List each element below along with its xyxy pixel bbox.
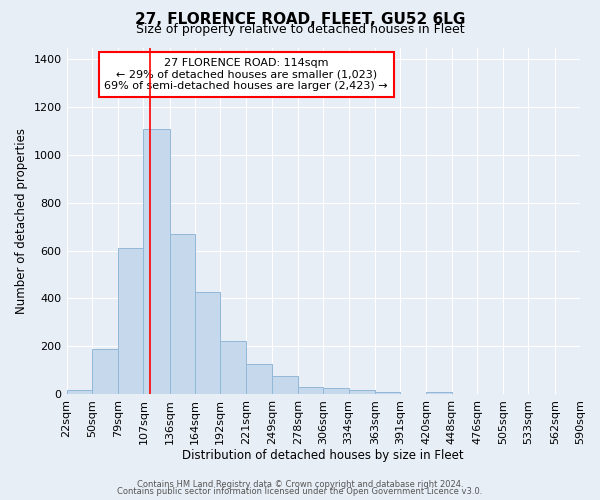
Text: 27, FLORENCE ROAD, FLEET, GU52 6LG: 27, FLORENCE ROAD, FLEET, GU52 6LG — [135, 12, 465, 28]
Bar — [298, 387, 323, 394]
Bar — [247, 364, 272, 394]
Bar — [323, 388, 349, 394]
Text: Contains HM Land Registry data © Crown copyright and database right 2024.: Contains HM Land Registry data © Crown c… — [137, 480, 463, 489]
Bar — [92, 348, 118, 394]
Bar — [375, 392, 400, 394]
Bar — [220, 342, 247, 394]
Bar — [143, 128, 170, 394]
Bar — [170, 234, 195, 394]
Text: Contains public sector information licensed under the Open Government Licence v3: Contains public sector information licen… — [118, 487, 482, 496]
Text: Size of property relative to detached houses in Fleet: Size of property relative to detached ho… — [136, 22, 464, 36]
Y-axis label: Number of detached properties: Number of detached properties — [15, 128, 28, 314]
Bar — [272, 376, 298, 394]
Bar — [67, 390, 92, 394]
Bar — [349, 390, 375, 394]
Text: 27 FLORENCE ROAD: 114sqm
← 29% of detached houses are smaller (1,023)
69% of sem: 27 FLORENCE ROAD: 114sqm ← 29% of detach… — [104, 58, 388, 91]
X-axis label: Distribution of detached houses by size in Fleet: Distribution of detached houses by size … — [182, 450, 464, 462]
Bar — [118, 248, 143, 394]
Bar — [427, 392, 452, 394]
Bar — [195, 292, 220, 394]
